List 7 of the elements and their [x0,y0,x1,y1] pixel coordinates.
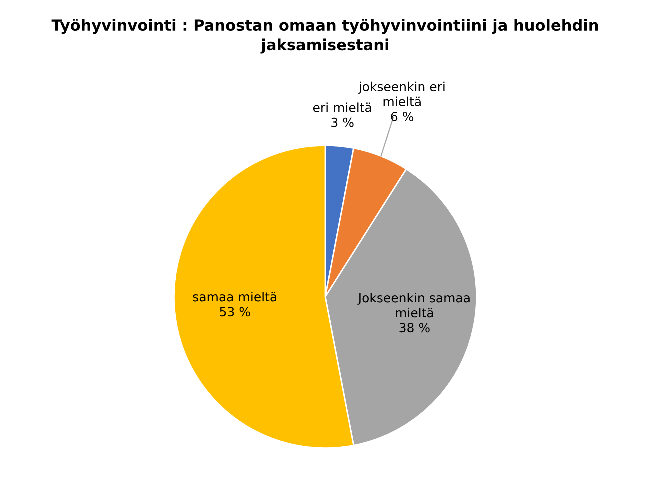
data-label: 6 % [391,112,414,122]
chart-title: Työhyvinvointi : Panostan omaan työhyvinvointiini ja huolehdin jaksamisestani [52,19,598,54]
data-label: 53 % [220,307,250,317]
data-label: 38 % [400,323,430,333]
slice-label: Jokseenkin samaa mieltä [358,293,470,318]
slice-label: samaa mieltä [193,292,276,302]
data-label: 3 % [332,118,354,128]
